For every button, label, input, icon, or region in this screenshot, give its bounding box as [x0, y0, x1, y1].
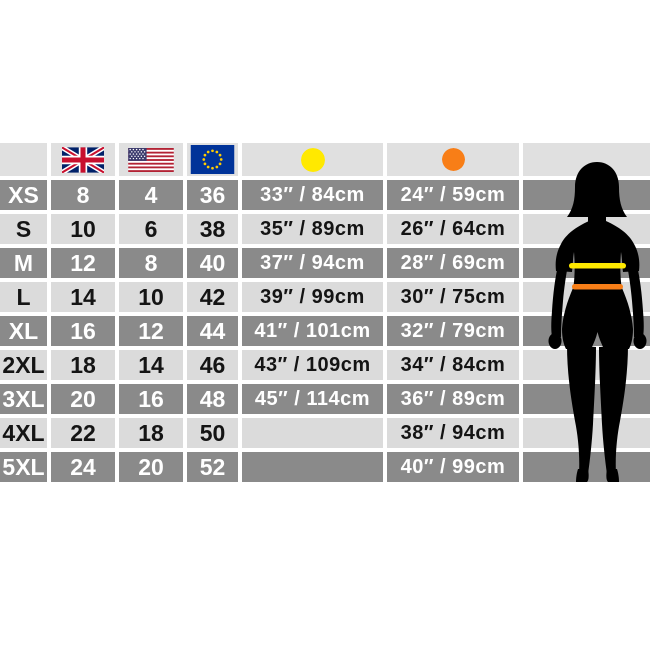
size-cell: XS	[0, 180, 47, 210]
uk-value-cell: 22	[51, 418, 115, 448]
figure-right-hand	[633, 333, 647, 349]
uk-value-cell: 24	[51, 452, 115, 482]
table-row: 2XL 18 14 46 43″ / 109cm 34″ / 84cm	[0, 350, 650, 380]
figure-shorts	[562, 288, 633, 349]
uk-value-cell: 12	[51, 248, 115, 278]
figure-right-foot	[606, 469, 619, 482]
figure-head	[567, 162, 627, 217]
size-cell: L	[0, 282, 47, 312]
bust-value-cell: 39″ / 99cm	[242, 282, 383, 312]
size-header-cell	[0, 143, 47, 176]
us-value-cell: 16	[119, 384, 183, 414]
size-cell: 5XL	[0, 452, 47, 482]
bust-value-cell: 37″ / 94cm	[242, 248, 383, 278]
figure-left-leg	[567, 345, 596, 474]
table-row: 5XL 24 20 52 40″ / 99cm	[0, 452, 650, 482]
bust-value-cell: 41″ / 101cm	[242, 316, 383, 346]
uk-value-cell: 10	[51, 214, 115, 244]
uk-header-cell	[51, 143, 115, 176]
us-value-cell: 10	[119, 282, 183, 312]
size-cell: 2XL	[0, 350, 47, 380]
uk-value-cell: 20	[51, 384, 115, 414]
eu-header-cell	[187, 143, 238, 176]
uk-value-cell: 16	[51, 316, 115, 346]
us-value-cell: 8	[119, 248, 183, 278]
table-row: XS 8 4 36 33″ / 84cm 24″ / 59cm	[0, 180, 650, 210]
uk-value-cell: 14	[51, 282, 115, 312]
waist-line	[572, 284, 623, 290]
waist-header-cell	[387, 143, 519, 176]
size-cell: XL	[0, 316, 47, 346]
bust-value-cell: 43″ / 109cm	[242, 350, 383, 380]
us-flag-icon	[128, 147, 174, 172]
us-value-cell: 20	[119, 452, 183, 482]
us-value-cell: 6	[119, 214, 183, 244]
size-cell: 4XL	[0, 418, 47, 448]
waist-value-cell: 40″ / 99cm	[387, 452, 519, 482]
eu-value-cell: 46	[187, 350, 238, 380]
size-cell: M	[0, 248, 47, 278]
waist-value-cell: 34″ / 84cm	[387, 350, 519, 380]
eu-value-cell: 48	[187, 384, 238, 414]
us-value-cell: 12	[119, 316, 183, 346]
figure-silhouette	[548, 162, 647, 482]
size-cell: 3XL	[0, 384, 47, 414]
eu-value-cell: 50	[187, 418, 238, 448]
bust-value-cell: 33″ / 84cm	[242, 180, 383, 210]
figure-right-leg	[599, 345, 628, 474]
waist-value-cell: 32″ / 79cm	[387, 316, 519, 346]
bust-value-cell: 35″ / 89cm	[242, 214, 383, 244]
waist-value-cell: 38″ / 94cm	[387, 418, 519, 448]
waist-value-cell: 24″ / 59cm	[387, 180, 519, 210]
size-chart-table: XS 8 4 36 33″ / 84cm 24″ / 59cm S 10 6 3…	[0, 139, 650, 486]
bust-header-cell	[242, 143, 383, 176]
us-value-cell: 18	[119, 418, 183, 448]
figure-left-hand	[548, 333, 562, 349]
waist-value-cell: 36″ / 89cm	[387, 384, 519, 414]
uk-value-cell: 8	[51, 180, 115, 210]
waist-value-cell: 28″ / 69cm	[387, 248, 519, 278]
figure-right-arm	[627, 261, 644, 337]
waist-value-cell: 26″ / 64cm	[387, 214, 519, 244]
figure-left-foot	[576, 469, 589, 482]
us-header-cell	[119, 143, 183, 176]
eu-value-cell: 52	[187, 452, 238, 482]
us-value-cell: 14	[119, 350, 183, 380]
eu-value-cell: 38	[187, 214, 238, 244]
uk-flag-icon	[62, 146, 104, 173]
bust-value-cell	[242, 452, 383, 482]
figure-torso	[555, 221, 640, 290]
table-row: 4XL 22 18 50 38″ / 94cm	[0, 418, 650, 448]
eu-value-cell: 42	[187, 282, 238, 312]
figure-neck	[588, 198, 606, 228]
table-row: M 12 8 40 37″ / 94cm 28″ / 69cm	[0, 248, 650, 278]
eu-value-cell: 36	[187, 180, 238, 210]
bust-value-cell	[242, 418, 383, 448]
table-row: 3XL 20 16 48 45″ / 114cm 36″ / 89cm	[0, 384, 650, 414]
waist-value-cell: 30″ / 75cm	[387, 282, 519, 312]
header-row	[0, 143, 650, 176]
eu-value-cell: 40	[187, 248, 238, 278]
table-row: L 14 10 42 39″ / 99cm 30″ / 75cm	[0, 282, 650, 312]
size-cell: S	[0, 214, 47, 244]
orange-dot-icon	[441, 148, 465, 171]
yellow-dot-icon	[300, 147, 325, 172]
figure-left-arm	[551, 261, 568, 337]
bust-line	[569, 263, 626, 269]
eu-value-cell: 44	[187, 316, 238, 346]
uk-value-cell: 18	[51, 350, 115, 380]
us-value-cell: 4	[119, 180, 183, 210]
eu-flag-icon	[190, 145, 235, 174]
bust-value-cell: 45″ / 114cm	[242, 384, 383, 414]
